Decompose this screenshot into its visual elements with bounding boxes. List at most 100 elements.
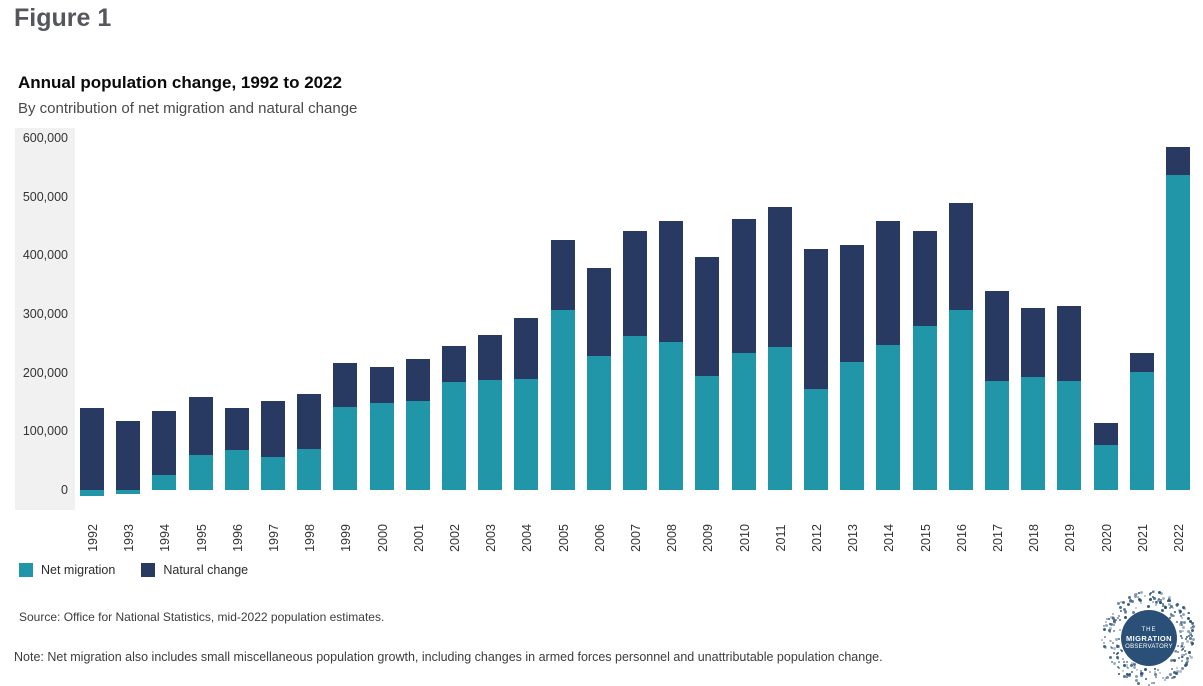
logo-text-migration: MIGRATION: [1126, 633, 1172, 643]
x-tick-1996: 1996: [230, 524, 245, 552]
bar-natural-change-2004: [514, 318, 539, 379]
footnote: Note: Net migration also includes small …: [14, 650, 883, 664]
x-tick-2001: 2001: [411, 524, 426, 552]
legend-label-natural-change: Natural change: [163, 563, 249, 577]
y-axis-band: [15, 128, 75, 510]
bar-natural-change-2018: [1021, 307, 1046, 378]
x-tick-2021: 2021: [1135, 524, 1150, 552]
bar-net-migration-1994: [152, 474, 177, 490]
bar-net-migration-1999: [333, 406, 358, 490]
y-tick-0: 0: [61, 483, 68, 497]
bar-net-migration-2022: [1166, 174, 1190, 490]
x-tick-2017: 2017: [991, 524, 1005, 552]
source-note: Source: Office for National Statistics, …: [19, 610, 385, 624]
x-tick-2013: 2013: [846, 524, 861, 552]
bar-natural-change-1998: [297, 394, 322, 449]
bar-natural-change-2001: [405, 358, 430, 401]
legend-swatch-net-migration: [19, 563, 33, 577]
bar-net-migration-2018: [1021, 377, 1046, 490]
bar-net-migration-1996: [224, 450, 249, 490]
chart-title: Annual population change, 1992 to 2022: [18, 73, 343, 92]
bar-natural-change-2006: [586, 268, 611, 357]
x-tick-2022: 2022: [1172, 524, 1186, 552]
x-tick-1994: 1994: [158, 524, 173, 552]
bar-net-migration-1992: [80, 490, 104, 496]
bar-net-migration-2005: [550, 309, 575, 490]
bar-natural-change-2019: [1057, 306, 1082, 382]
bar-natural-change-1996: [224, 407, 249, 451]
bar-natural-change-2009: [695, 256, 720, 377]
bar-net-migration-2001: [405, 400, 430, 490]
bar-net-migration-1997: [261, 457, 285, 490]
x-tick-2005: 2005: [556, 524, 571, 552]
bar-net-migration-2003: [478, 380, 503, 490]
x-tick-2016: 2016: [954, 524, 969, 552]
bar-natural-change-2016: [948, 203, 973, 310]
bar-net-migration-2008: [659, 342, 684, 490]
x-tick-2010: 2010: [737, 524, 752, 552]
bar-net-migration-2011: [767, 347, 792, 490]
bar-net-migration-2017: [985, 380, 1009, 490]
bar-net-migration-1995: [188, 454, 213, 490]
y-tick-200,000: 200,000: [22, 365, 68, 380]
x-tick-2011: 2011: [773, 524, 788, 552]
x-tick-2018: 2018: [1027, 524, 1042, 552]
bar-natural-change-2008: [659, 221, 684, 343]
x-tick-1999: 1999: [339, 524, 354, 552]
legend: Net migration Natural change: [19, 563, 274, 577]
bar-net-migration-1998: [297, 448, 322, 490]
bar-natural-change-1997: [261, 400, 285, 458]
bar-natural-change-1994: [152, 411, 177, 475]
x-tick-2020: 2020: [1099, 524, 1114, 552]
bar-natural-change-2011: [767, 206, 792, 348]
bar-net-migration-2006: [586, 356, 611, 490]
y-tick-600,000: 600,000: [22, 131, 68, 145]
x-tick-2003: 2003: [484, 524, 499, 552]
bar-net-migration-2013: [840, 362, 865, 490]
bar-net-migration-2014: [876, 345, 901, 490]
x-tick-2004: 2004: [520, 524, 535, 552]
x-tick-1993: 1993: [122, 524, 137, 552]
bar-natural-change-2015: [912, 230, 937, 326]
bar-natural-change-2007: [623, 231, 647, 336]
y-tick-300,000: 300,000: [22, 307, 68, 321]
bar-natural-change-2014: [876, 220, 901, 346]
bar-natural-change-2012: [804, 248, 828, 389]
bar-natural-change-2003: [478, 335, 503, 381]
x-tick-2009: 2009: [701, 524, 716, 552]
bar-natural-change-2021: [1129, 352, 1154, 373]
x-tick-2014: 2014: [882, 524, 897, 552]
bar-net-migration-2004: [514, 378, 539, 490]
x-tick-2008: 2008: [665, 524, 680, 552]
legend-swatch-natural-change: [141, 563, 156, 577]
bar-net-migration-1993: [116, 490, 141, 495]
bar-net-migration-2015: [912, 325, 937, 490]
x-tick-2012: 2012: [810, 524, 824, 552]
legend-label-net-migration: Net migration: [41, 563, 116, 577]
x-tick-1992: 1992: [86, 524, 100, 552]
bar-natural-change-1999: [333, 363, 358, 407]
bar-natural-change-2017: [985, 291, 1009, 381]
bar-natural-change-2005: [550, 240, 575, 310]
bar-natural-change-2013: [840, 245, 865, 363]
bar-net-migration-2020: [1093, 444, 1118, 490]
x-tick-1998: 1998: [303, 524, 318, 552]
bar-net-migration-2007: [623, 335, 647, 490]
bar-natural-change-2002: [442, 345, 466, 383]
bar-natural-change-1992: [80, 407, 104, 490]
logo-text-observatory: OBSERVATORY: [1125, 643, 1173, 650]
logo-core: THE MIGRATION OBSERVATORY: [1121, 610, 1177, 666]
y-tick-400,000: 400,000: [22, 248, 68, 263]
x-tick-2006: 2006: [592, 524, 607, 552]
x-tick-2007: 2007: [629, 524, 643, 552]
bar-net-migration-2009: [695, 376, 720, 490]
bar-net-migration-2021: [1129, 372, 1154, 490]
bar-natural-change-2000: [369, 367, 394, 403]
bar-net-migration-2012: [804, 388, 828, 490]
y-tick-100,000: 100,000: [22, 424, 68, 439]
x-tick-2000: 2000: [375, 524, 390, 552]
bar-net-migration-2019: [1057, 381, 1082, 490]
bar-net-migration-2016: [948, 309, 973, 490]
x-tick-2019: 2019: [1063, 524, 1078, 552]
x-tick-2002: 2002: [448, 524, 462, 552]
